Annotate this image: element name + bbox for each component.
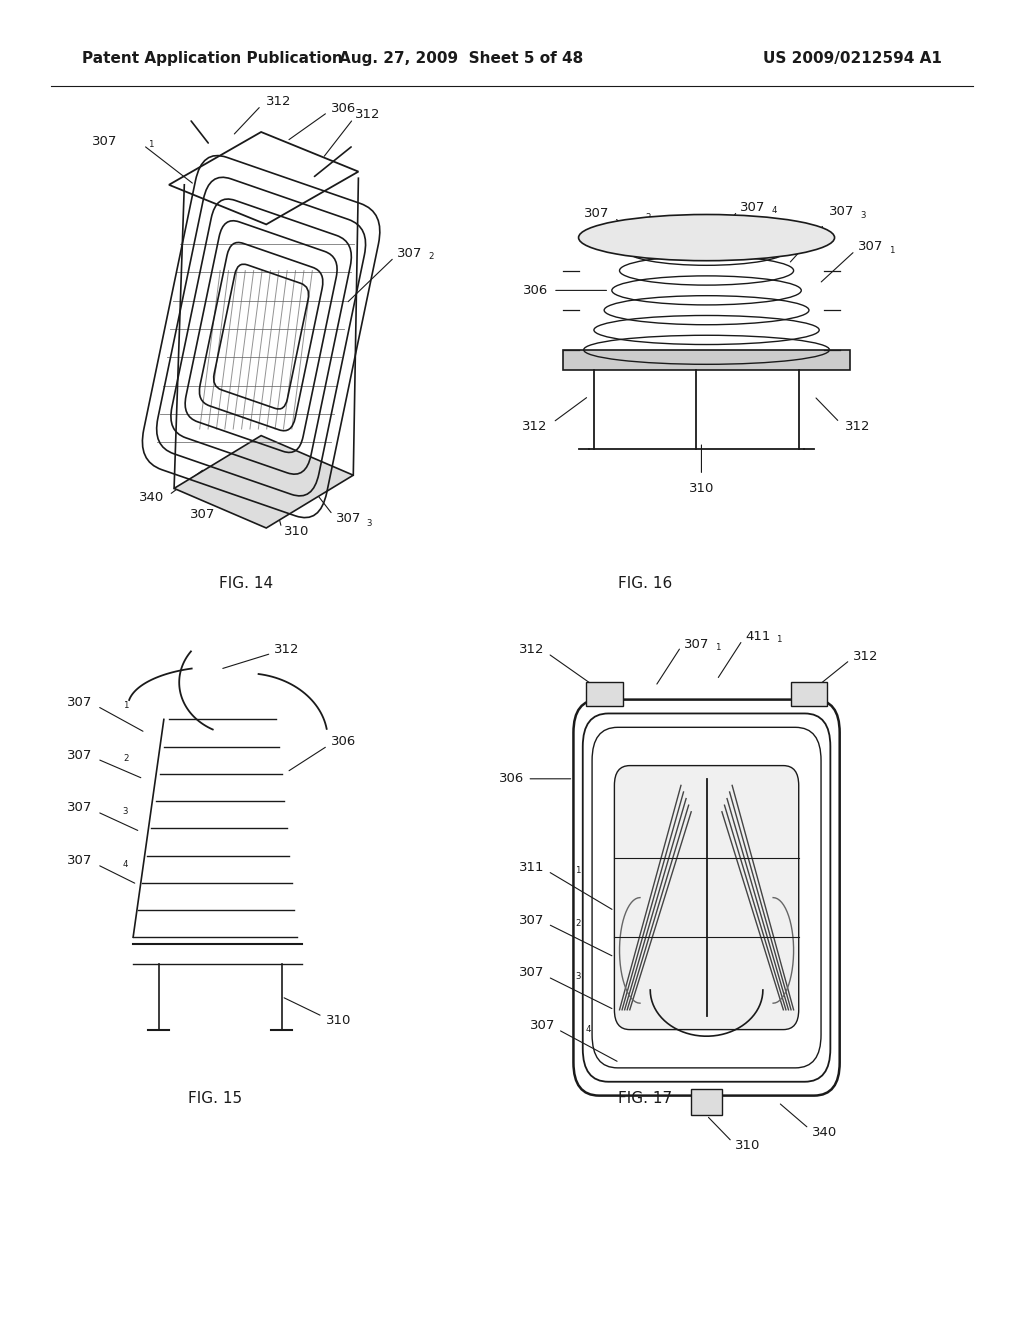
Text: FIG. 17: FIG. 17 [618,1090,672,1106]
Bar [586,682,623,706]
Text: 312: 312 [519,643,545,656]
Text: 306: 306 [499,772,524,785]
Text: 310: 310 [284,525,309,539]
Text: 3: 3 [860,211,865,220]
Text: 3: 3 [123,807,128,816]
Text: 307: 307 [67,801,92,814]
Text: 307: 307 [519,913,545,927]
Text: FIG. 14: FIG. 14 [219,576,272,591]
Text: 1: 1 [148,140,154,149]
Text: 312: 312 [522,420,548,433]
Polygon shape [174,436,353,528]
Bar [691,1089,722,1115]
Text: 310: 310 [326,1014,351,1027]
Text: 312: 312 [845,420,870,433]
Text: 307: 307 [684,638,710,651]
Text: 307: 307 [92,135,118,148]
Text: 310: 310 [735,1139,761,1152]
FancyBboxPatch shape [614,766,799,1030]
Text: 306: 306 [331,735,356,748]
Text: Aug. 27, 2009  Sheet 5 of 48: Aug. 27, 2009 Sheet 5 of 48 [339,50,583,66]
Text: 3: 3 [575,972,581,981]
Text: 4: 4 [251,516,256,525]
Text: 307: 307 [529,1019,555,1032]
Bar [563,350,850,370]
Text: 307: 307 [67,854,92,867]
Text: 1: 1 [889,246,894,255]
Text: 306: 306 [331,102,356,115]
Text: 1: 1 [575,866,581,875]
Text: 312: 312 [274,643,300,656]
Text: 1: 1 [123,701,128,710]
Text: 2: 2 [645,213,650,222]
Text: 307: 307 [67,696,92,709]
Text: 340: 340 [812,1126,838,1139]
Text: 2: 2 [428,252,433,261]
Text: 306: 306 [522,284,548,297]
Text: 340: 340 [138,491,164,504]
Text: 411: 411 [745,630,771,643]
Text: FIG. 15: FIG. 15 [188,1090,242,1106]
Text: 4: 4 [123,859,128,869]
Text: 312: 312 [355,108,381,121]
Text: 307: 307 [519,966,545,979]
Text: 307: 307 [189,508,215,521]
Text: 4: 4 [771,206,776,215]
Text: 2: 2 [123,754,128,763]
Text: 312: 312 [853,649,879,663]
Text: 307: 307 [740,201,766,214]
Text: 307: 307 [336,512,361,525]
Text: 3: 3 [367,519,372,528]
Text: 307: 307 [397,247,423,260]
Text: FIG. 16: FIG. 16 [618,576,672,591]
Ellipse shape [579,215,835,261]
Text: 1: 1 [776,635,781,644]
Text: 307: 307 [829,205,855,218]
Text: 1: 1 [715,643,720,652]
Text: 307: 307 [67,748,92,762]
Text: 311: 311 [519,861,545,874]
Text: 312: 312 [266,95,292,108]
Text: 4: 4 [586,1024,591,1034]
Text: US 2009/0212594 A1: US 2009/0212594 A1 [763,50,942,66]
Text: Patent Application Publication: Patent Application Publication [82,50,343,66]
Bar [791,682,827,706]
Text: 307: 307 [858,240,884,253]
Text: 307: 307 [584,207,609,220]
Text: 2: 2 [575,919,581,928]
Text: 310: 310 [689,482,714,495]
